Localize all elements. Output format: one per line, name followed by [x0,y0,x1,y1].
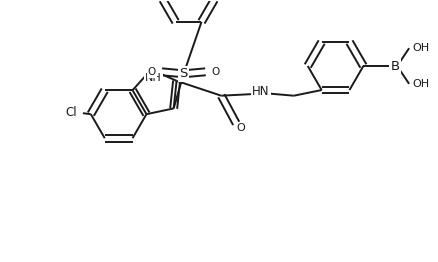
Text: Cl: Cl [65,106,77,119]
Text: NH: NH [145,73,162,83]
Text: O: O [237,123,246,133]
Text: O: O [148,67,156,77]
Text: S: S [180,67,188,80]
Text: O: O [211,67,219,77]
Text: B: B [391,59,400,73]
Text: HN: HN [252,85,270,98]
Text: OH: OH [413,79,430,89]
Text: OH: OH [413,43,430,53]
